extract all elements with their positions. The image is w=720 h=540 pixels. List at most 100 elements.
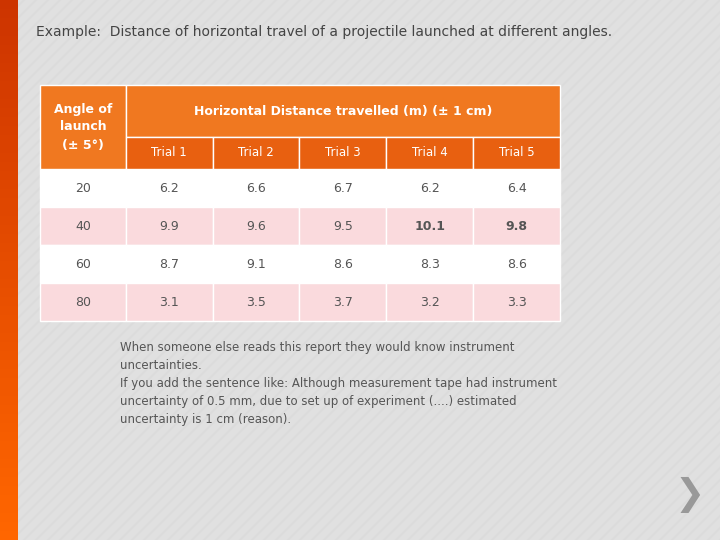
Bar [300,169,387,207]
Bar [0,225,18,234]
Text: Angle of
launch
(± 5°): Angle of launch (± 5°) [54,103,112,152]
Bar [0,441,18,450]
Text: 9.5: 9.5 [333,219,353,233]
Bar [0,333,18,342]
Bar [212,137,300,169]
Bar [473,245,560,283]
Bar [0,135,18,144]
Bar [0,324,18,333]
Bar [0,342,18,351]
Bar [0,153,18,162]
Bar [212,283,300,321]
Bar [0,486,18,495]
Bar [0,252,18,261]
Text: uncertainties.: uncertainties. [120,359,202,372]
Bar [0,144,18,153]
Text: 3.3: 3.3 [507,295,526,308]
Bar [0,468,18,477]
Bar [0,0,18,9]
Bar [0,360,18,369]
Bar [387,207,473,245]
Text: 8.7: 8.7 [159,258,179,271]
Bar [0,459,18,468]
Bar [212,207,300,245]
Text: Example:  Distance of horizontal travel of a projectile launched at different an: Example: Distance of horizontal travel o… [36,25,612,39]
Text: 8.6: 8.6 [333,258,353,271]
Bar [0,432,18,441]
Bar [126,207,212,245]
Text: When someone else reads this report they would know instrument: When someone else reads this report they… [120,341,515,354]
Bar [126,169,212,207]
Text: 6.4: 6.4 [507,181,526,194]
Bar [0,72,18,81]
Text: 3.1: 3.1 [159,295,179,308]
Bar [0,189,18,198]
Bar [0,54,18,63]
Bar [473,283,560,321]
Text: 9.6: 9.6 [246,219,266,233]
Bar [0,45,18,54]
Text: 3.7: 3.7 [333,295,353,308]
Bar [0,90,18,99]
Text: 20: 20 [75,181,91,194]
Bar [40,245,126,283]
Bar [40,207,126,245]
Bar [0,63,18,72]
Bar [0,531,18,540]
Text: 10.1: 10.1 [414,219,445,233]
Bar [387,137,473,169]
Bar [0,18,18,27]
Bar [126,283,212,321]
Bar [0,288,18,297]
Bar [0,99,18,108]
Bar [0,198,18,207]
Text: 6.6: 6.6 [246,181,266,194]
Bar [0,270,18,279]
Text: 3.2: 3.2 [420,295,440,308]
Bar [0,495,18,504]
Bar [0,216,18,225]
Bar [0,9,18,18]
Bar [126,245,212,283]
Text: Trial 4: Trial 4 [412,146,448,159]
Bar [473,169,560,207]
Bar [0,126,18,135]
Text: 3.5: 3.5 [246,295,266,308]
Text: 9.8: 9.8 [505,219,528,233]
Bar [212,169,300,207]
Bar [300,245,387,283]
Bar [0,207,18,216]
Bar [0,180,18,189]
Bar [126,85,560,137]
Bar [300,207,387,245]
Bar [40,169,126,207]
Bar [40,85,126,169]
Bar [0,297,18,306]
Text: Trial 5: Trial 5 [499,146,534,159]
Text: Horizontal Distance travelled (m) (± 1 cm): Horizontal Distance travelled (m) (± 1 c… [194,105,492,118]
Text: 80: 80 [75,295,91,308]
Text: uncertainty of 0.5 mm, due to set up of experiment (....) estimated: uncertainty of 0.5 mm, due to set up of … [120,395,517,408]
Bar [0,369,18,378]
Text: 9.9: 9.9 [159,219,179,233]
Bar [0,477,18,486]
Bar [300,283,387,321]
Bar [0,81,18,90]
Bar [387,169,473,207]
Bar [0,279,18,288]
Bar [0,36,18,45]
Bar [387,283,473,321]
Text: 6.2: 6.2 [420,181,440,194]
Bar [0,117,18,126]
Bar [0,378,18,387]
Text: Trial 3: Trial 3 [325,146,361,159]
Bar [0,513,18,522]
Bar [0,423,18,432]
Bar [0,414,18,423]
Bar [0,261,18,270]
Bar [473,207,560,245]
Text: Trial 2: Trial 2 [238,146,274,159]
Bar [300,137,387,169]
Bar [0,504,18,513]
Bar [0,171,18,180]
